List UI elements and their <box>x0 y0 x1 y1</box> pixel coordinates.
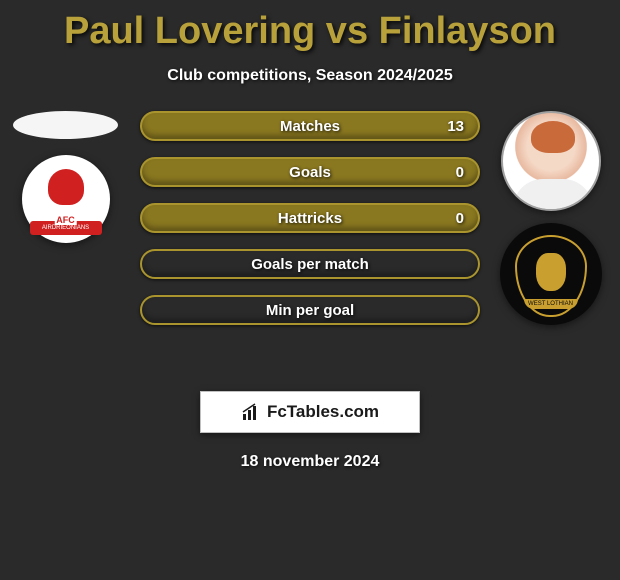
stat-label: Hattricks <box>278 210 342 227</box>
footer-logo-icon <box>241 402 261 422</box>
stat-bar-hattricks: Hattricks 0 <box>140 203 480 233</box>
club-badge-left: AIRDRIEONIANS <box>22 155 110 243</box>
stat-value-right: 13 <box>447 118 464 135</box>
player-right-photo <box>501 111 601 211</box>
stat-label: Matches <box>280 118 340 135</box>
comparison-content: AIRDRIEONIANS Matches13Goals0Hattricks0G… <box>0 111 620 371</box>
stat-bar-min-per-goal: Min per goal <box>140 295 480 325</box>
club-badge-right: WEST LOTHIAN <box>500 223 602 325</box>
footer-brand-text: FcTables.com <box>267 402 379 422</box>
stat-bar-matches: Matches 13 <box>140 111 480 141</box>
stat-bar-goals: Goals 0 <box>140 157 480 187</box>
club-badge-left-banner: AIRDRIEONIANS <box>30 221 102 235</box>
stat-value-right: 0 <box>456 164 464 181</box>
stat-label: Min per goal <box>266 302 354 319</box>
player-right-column: WEST LOTHIAN <box>493 111 608 325</box>
stat-bars: Matches 13 Goals 0 Hattricks 0 Goals per match… <box>140 111 480 341</box>
player-left-column: AIRDRIEONIANS <box>8 111 123 243</box>
player-left-avatar-placeholder <box>13 111 118 139</box>
stat-label: Goals <box>289 164 331 181</box>
stat-label: Goals per match <box>251 256 369 273</box>
footer-brand-badge: FcTables.com <box>200 391 420 433</box>
club-badge-right-banner: WEST LOTHIAN <box>524 299 578 309</box>
comparison-date: 18 november 2024 <box>0 453 620 471</box>
stat-value-right: 0 <box>456 210 464 227</box>
stat-bar-goals-per-match: Goals per match <box>140 249 480 279</box>
comparison-title: Paul Lovering vs Finlayson <box>0 0 620 53</box>
comparison-subtitle: Club competitions, Season 2024/2025 <box>0 67 620 85</box>
